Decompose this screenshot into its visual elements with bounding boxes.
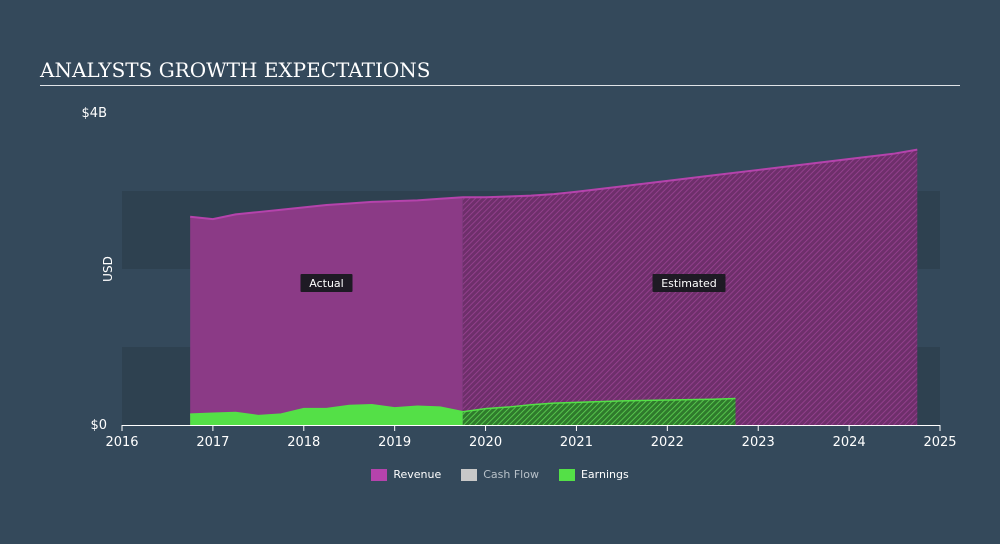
title-divider (40, 85, 960, 86)
y-tick-label-max: $4B (82, 106, 107, 121)
x-tick-label-2020: 2020 (469, 435, 502, 450)
legend-label-cash-flow: Cash Flow (483, 468, 539, 481)
x-tick-label-2016: 2016 (105, 435, 138, 450)
revenue-line (190, 148, 918, 221)
legend-item-earnings[interactable]: Earnings (558, 468, 629, 481)
x-tick-label-2022: 2022 (651, 435, 684, 450)
chart-title: ANALYSTS GROWTH EXPECTATIONS (40, 58, 431, 82)
legend-swatch-revenue (371, 468, 388, 481)
x-tick-label-2024: 2024 (833, 435, 866, 450)
legend-label-revenue: Revenue (393, 468, 442, 481)
legend-item-cash-flow[interactable]: Cash Flow (461, 468, 539, 481)
legend-swatch-earnings (558, 468, 575, 481)
x-tick-label-2021: 2021 (560, 435, 593, 450)
region-label-actual-bg (300, 274, 353, 292)
legend: Revenue Cash Flow Earnings (0, 468, 1000, 481)
x-tick-label-2019: 2019 (378, 435, 411, 450)
region-labels: Actual Estimated (300, 274, 726, 292)
x-tick-label-2025: 2025 (923, 435, 956, 450)
region-label-estimated-bg (652, 274, 726, 292)
legend-swatch-cash-flow (461, 468, 478, 481)
earnings-area-actual (190, 404, 463, 425)
y-axis-label: USD (101, 256, 115, 282)
y-tick-label-0: $0 (90, 418, 107, 433)
earnings-line (190, 397, 736, 417)
x-tick-label-2017: 2017 (196, 435, 229, 450)
region-label-estimated: Estimated (661, 277, 717, 290)
x-tick-label-2018: 2018 (287, 435, 320, 450)
series-areas (190, 148, 918, 425)
region-label-actual: Actual (309, 277, 343, 290)
axes: 2016 2017 2018 2019 2020 2021 2022 2023 2024 2025… (82, 106, 957, 450)
x-tick-label-2023: 2023 (742, 435, 775, 450)
legend-label-earnings: Earnings (580, 468, 629, 481)
revenue-area-actual (190, 197, 463, 425)
legend-item-revenue[interactable]: Revenue (371, 468, 441, 481)
